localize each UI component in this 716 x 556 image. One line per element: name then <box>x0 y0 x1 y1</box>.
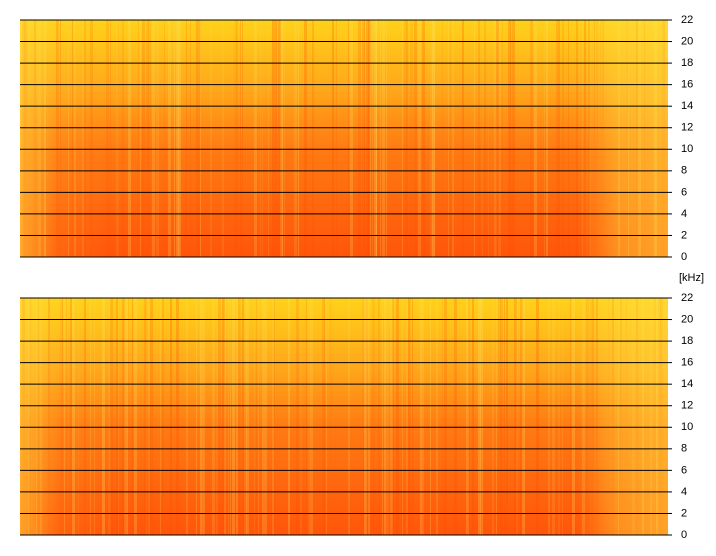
edge-fade <box>20 20 668 257</box>
y-tick-label: 0 <box>681 529 687 541</box>
y-tick-label: 18 <box>681 57 693 69</box>
y-tick-label: 4 <box>681 486 687 498</box>
y-tick-label: 10 <box>681 143 693 155</box>
spectrogram-panel: 0 2 4 6 8 10 12 14 16 18 20 22 [kHz] <box>20 14 704 284</box>
y-tick-label: 16 <box>681 357 693 369</box>
y-axis-unit: [kHz] <box>679 272 704 284</box>
y-tick-label: 12 <box>681 122 693 134</box>
y-tick-label: 8 <box>681 165 687 177</box>
y-tick-label: 14 <box>681 100 693 112</box>
y-tick-label: 22 <box>681 292 693 304</box>
y-tick-label: 20 <box>681 313 693 325</box>
y-tick-label: 14 <box>681 378 693 390</box>
y-tick-label: 8 <box>681 443 687 455</box>
y-tick-label: 10 <box>681 421 693 433</box>
y-tick-label: 6 <box>681 186 687 198</box>
y-tick-label: 20 <box>681 35 693 47</box>
y-tick-label: 4 <box>681 208 687 220</box>
y-tick-label: 22 <box>681 14 693 26</box>
spectrogram-panel: 0 2 4 6 8 10 12 14 16 18 20 22 <box>20 292 693 541</box>
y-tick-label: 2 <box>681 507 687 519</box>
y-tick-label: 0 <box>681 251 687 263</box>
y-tick-label: 12 <box>681 400 693 412</box>
y-tick-label: 16 <box>681 79 693 91</box>
edge-fade <box>20 298 668 535</box>
y-tick-label: 18 <box>681 335 693 347</box>
y-tick-label: 6 <box>681 464 687 476</box>
y-tick-label: 2 <box>681 229 687 241</box>
